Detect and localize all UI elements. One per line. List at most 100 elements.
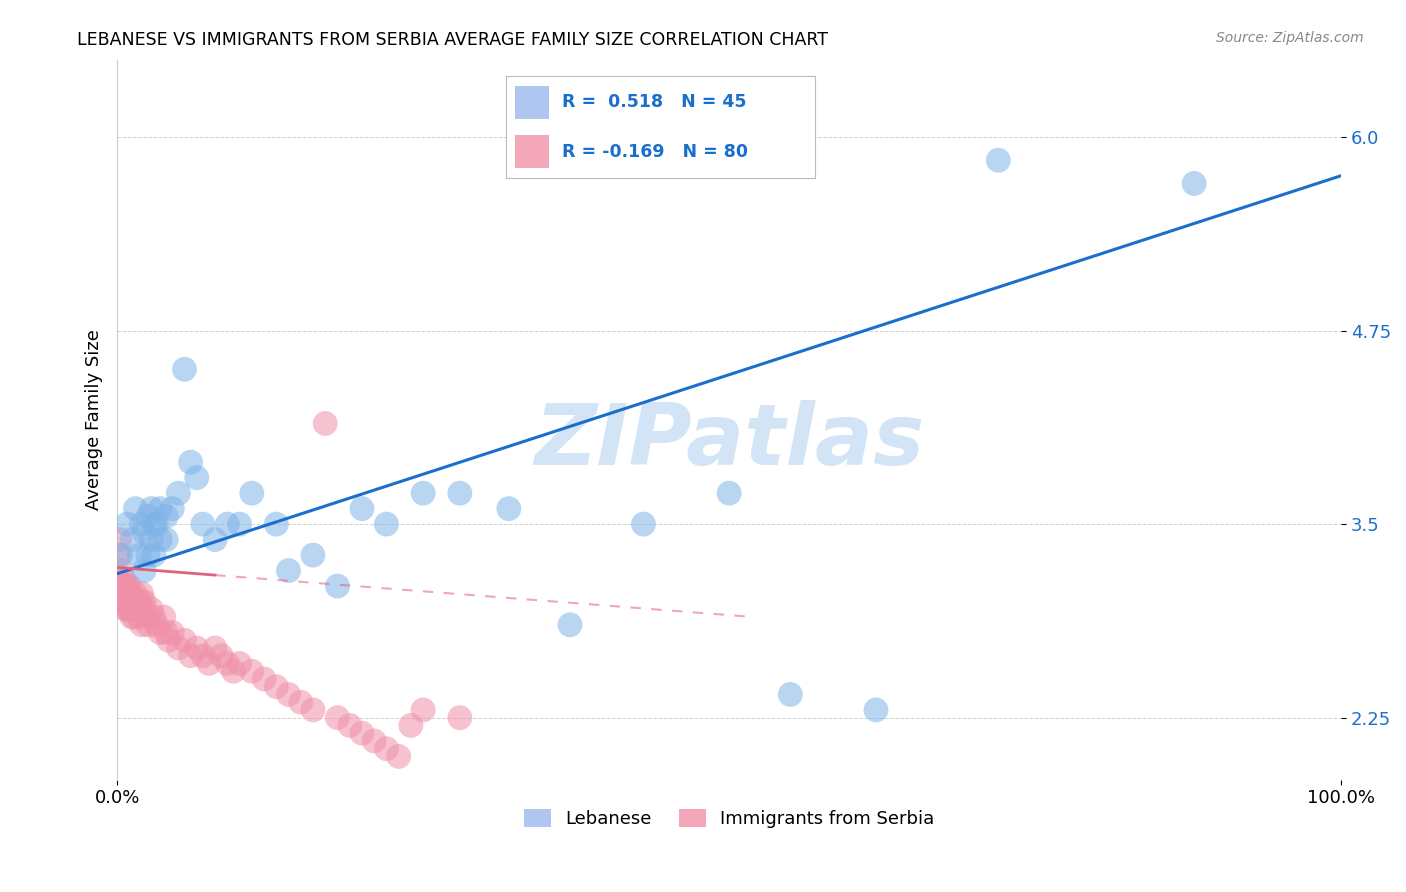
Point — [222, 664, 245, 678]
Point — [124, 610, 146, 624]
Point — [173, 633, 195, 648]
Point — [1182, 177, 1205, 191]
Point — [155, 625, 177, 640]
Point — [110, 587, 132, 601]
Point — [149, 625, 172, 640]
Point — [277, 564, 299, 578]
Point — [121, 533, 143, 547]
Point — [399, 718, 422, 732]
Point — [131, 587, 153, 601]
Point — [114, 587, 136, 601]
Point — [141, 501, 163, 516]
Point — [108, 579, 131, 593]
Point — [326, 579, 349, 593]
Point — [129, 594, 152, 608]
Point — [114, 602, 136, 616]
Point — [115, 594, 138, 608]
Point — [141, 533, 163, 547]
Point — [131, 617, 153, 632]
Point — [217, 657, 239, 671]
Point — [240, 486, 263, 500]
Point — [136, 617, 159, 632]
Point — [718, 486, 741, 500]
Point — [375, 741, 398, 756]
Point — [498, 501, 520, 516]
Point — [142, 517, 165, 532]
Point — [122, 602, 145, 616]
Point — [112, 594, 135, 608]
Point — [302, 548, 325, 562]
Text: R =  0.518   N = 45: R = 0.518 N = 45 — [562, 94, 747, 112]
Point — [122, 594, 145, 608]
Point — [132, 564, 155, 578]
Point — [121, 594, 143, 608]
Point — [302, 703, 325, 717]
Point — [114, 579, 136, 593]
Point — [112, 571, 135, 585]
Point — [375, 517, 398, 532]
Point — [136, 548, 159, 562]
Text: LEBANESE VS IMMIGRANTS FROM SERBIA AVERAGE FAMILY SIZE CORRELATION CHART: LEBANESE VS IMMIGRANTS FROM SERBIA AVERA… — [77, 31, 828, 49]
Point — [142, 610, 165, 624]
Point — [162, 625, 184, 640]
Point — [412, 703, 434, 717]
Point — [449, 486, 471, 500]
Point — [186, 640, 208, 655]
Point — [558, 617, 581, 632]
Point — [120, 594, 142, 608]
Point — [266, 680, 288, 694]
Point — [124, 587, 146, 601]
Point — [118, 602, 141, 616]
Point — [108, 533, 131, 547]
Point — [117, 587, 139, 601]
Point — [277, 688, 299, 702]
Point — [865, 703, 887, 717]
Point — [114, 594, 136, 608]
Point — [124, 594, 146, 608]
Point — [449, 711, 471, 725]
Point — [350, 501, 373, 516]
Point — [350, 726, 373, 740]
Point — [112, 587, 135, 601]
Point — [107, 548, 129, 562]
Point — [149, 533, 172, 547]
Point — [162, 501, 184, 516]
Point — [314, 417, 336, 431]
Point — [253, 672, 276, 686]
Point — [266, 517, 288, 532]
Point — [132, 594, 155, 608]
Point — [125, 602, 148, 616]
Point — [167, 486, 190, 500]
Point — [136, 509, 159, 524]
Point — [111, 594, 134, 608]
Point — [167, 640, 190, 655]
Point — [117, 594, 139, 608]
Point — [114, 579, 136, 593]
Point — [198, 657, 221, 671]
Point — [290, 695, 312, 709]
Point — [110, 564, 132, 578]
Point — [326, 711, 349, 725]
Point — [124, 501, 146, 516]
Point — [339, 718, 361, 732]
Point — [115, 517, 138, 532]
FancyBboxPatch shape — [516, 136, 550, 168]
Point — [228, 517, 250, 532]
Point — [152, 610, 174, 624]
Point — [987, 153, 1010, 168]
Point — [149, 501, 172, 516]
Point — [412, 486, 434, 500]
Point — [779, 688, 801, 702]
Point — [363, 734, 385, 748]
Point — [228, 657, 250, 671]
Point — [180, 648, 202, 663]
Point — [186, 471, 208, 485]
Point — [121, 610, 143, 624]
Point — [120, 602, 142, 616]
Point — [204, 640, 226, 655]
Point — [240, 664, 263, 678]
Point — [633, 517, 655, 532]
Text: ZIPatlas: ZIPatlas — [534, 400, 924, 483]
FancyBboxPatch shape — [516, 87, 550, 119]
Point — [115, 602, 138, 616]
